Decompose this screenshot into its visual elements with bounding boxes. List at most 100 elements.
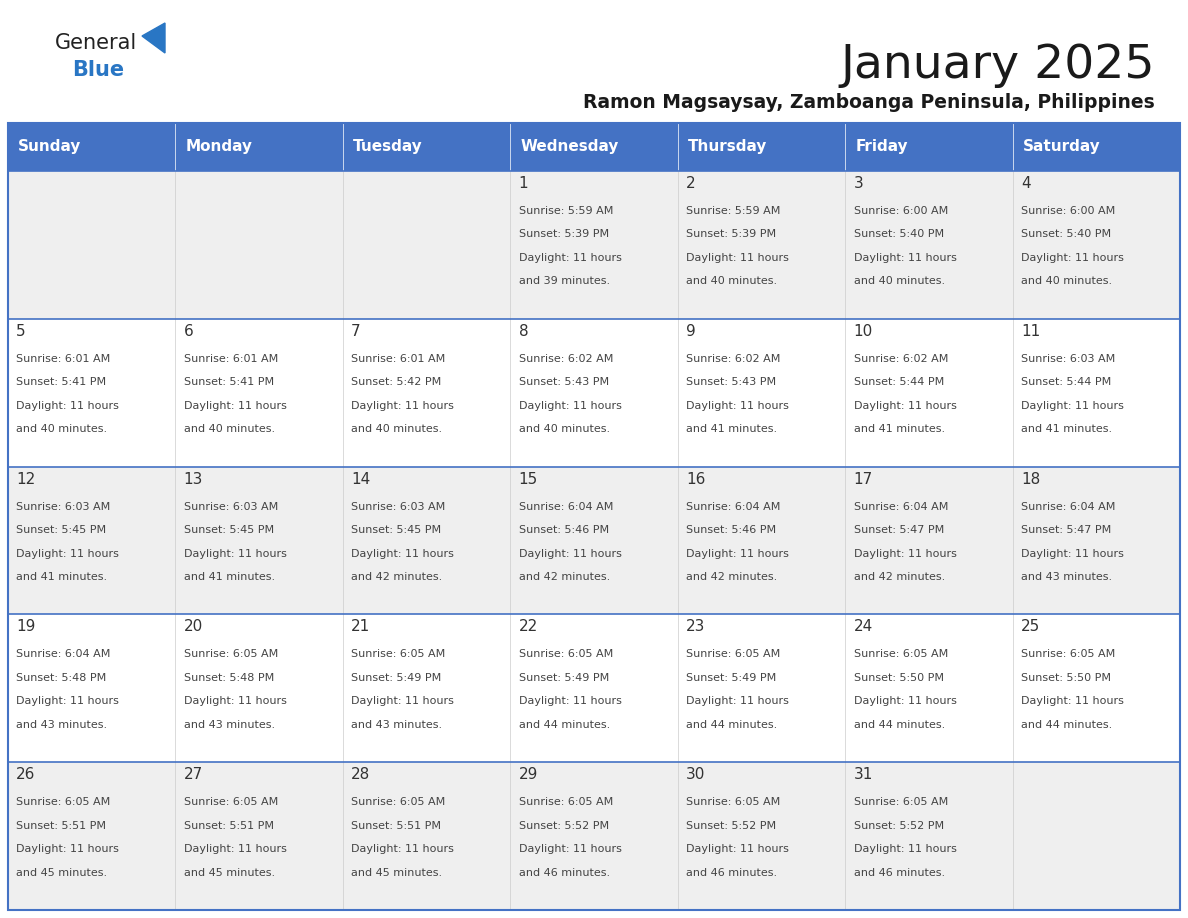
Text: Sunrise: 6:01 AM: Sunrise: 6:01 AM	[184, 353, 278, 364]
Text: Daylight: 11 hours: Daylight: 11 hours	[853, 253, 956, 263]
Text: Sunrise: 6:00 AM: Sunrise: 6:00 AM	[853, 206, 948, 216]
Text: Daylight: 11 hours: Daylight: 11 hours	[519, 697, 621, 706]
Text: Daylight: 11 hours: Daylight: 11 hours	[853, 845, 956, 855]
Text: and 41 minutes.: and 41 minutes.	[1020, 424, 1112, 434]
Text: 8: 8	[519, 324, 529, 339]
Text: 10: 10	[853, 324, 873, 339]
Text: Sunset: 5:44 PM: Sunset: 5:44 PM	[853, 377, 943, 387]
Text: Daylight: 11 hours: Daylight: 11 hours	[184, 401, 286, 410]
Text: 23: 23	[687, 620, 706, 634]
Text: January 2025: January 2025	[840, 43, 1155, 88]
Text: 25: 25	[1020, 620, 1041, 634]
Text: 14: 14	[352, 472, 371, 487]
Text: Sunset: 5:45 PM: Sunset: 5:45 PM	[352, 525, 442, 535]
Text: Sunset: 5:39 PM: Sunset: 5:39 PM	[519, 230, 608, 240]
Text: and 41 minutes.: and 41 minutes.	[687, 424, 777, 434]
Text: and 44 minutes.: and 44 minutes.	[519, 720, 609, 730]
Text: Tuesday: Tuesday	[353, 140, 423, 154]
Text: and 42 minutes.: and 42 minutes.	[687, 572, 777, 582]
Text: 16: 16	[687, 472, 706, 487]
Text: 24: 24	[853, 620, 873, 634]
Text: Sunrise: 6:03 AM: Sunrise: 6:03 AM	[184, 501, 278, 511]
Text: Daylight: 11 hours: Daylight: 11 hours	[352, 549, 454, 558]
Bar	[8, 614, 1180, 762]
Text: Daylight: 11 hours: Daylight: 11 hours	[352, 401, 454, 410]
Text: and 40 minutes.: and 40 minutes.	[1020, 276, 1112, 286]
Text: and 40 minutes.: and 40 minutes.	[17, 424, 107, 434]
Text: Daylight: 11 hours: Daylight: 11 hours	[853, 697, 956, 706]
Text: Sunrise: 6:02 AM: Sunrise: 6:02 AM	[519, 353, 613, 364]
Text: Sunrise: 6:05 AM: Sunrise: 6:05 AM	[519, 797, 613, 807]
Text: Daylight: 11 hours: Daylight: 11 hours	[184, 845, 286, 855]
Text: Sunset: 5:47 PM: Sunset: 5:47 PM	[853, 525, 943, 535]
Text: Sunset: 5:41 PM: Sunset: 5:41 PM	[17, 377, 107, 387]
Text: Sunset: 5:46 PM: Sunset: 5:46 PM	[687, 525, 776, 535]
Text: Sunset: 5:40 PM: Sunset: 5:40 PM	[1020, 230, 1111, 240]
Text: Sunrise: 6:04 AM: Sunrise: 6:04 AM	[687, 501, 781, 511]
Text: Sunset: 5:48 PM: Sunset: 5:48 PM	[17, 673, 107, 683]
Text: Sunset: 5:39 PM: Sunset: 5:39 PM	[687, 230, 776, 240]
Text: and 41 minutes.: and 41 minutes.	[17, 572, 107, 582]
Text: and 46 minutes.: and 46 minutes.	[519, 868, 609, 878]
Text: and 44 minutes.: and 44 minutes.	[1020, 720, 1112, 730]
Text: and 42 minutes.: and 42 minutes.	[519, 572, 609, 582]
Text: Monday: Monday	[185, 140, 253, 154]
Text: Sunrise: 5:59 AM: Sunrise: 5:59 AM	[519, 206, 613, 216]
Text: Sunset: 5:52 PM: Sunset: 5:52 PM	[853, 821, 943, 831]
Text: Sunrise: 6:02 AM: Sunrise: 6:02 AM	[853, 353, 948, 364]
Text: Sunset: 5:45 PM: Sunset: 5:45 PM	[184, 525, 274, 535]
Text: Sunrise: 6:05 AM: Sunrise: 6:05 AM	[687, 797, 781, 807]
Text: and 41 minutes.: and 41 minutes.	[853, 424, 944, 434]
Text: 19: 19	[17, 620, 36, 634]
Text: and 45 minutes.: and 45 minutes.	[17, 868, 107, 878]
Text: Ramon Magsaysay, Zamboanga Peninsula, Philippines: Ramon Magsaysay, Zamboanga Peninsula, Ph…	[583, 93, 1155, 112]
Text: 15: 15	[519, 472, 538, 487]
Text: Daylight: 11 hours: Daylight: 11 hours	[17, 697, 119, 706]
Text: and 40 minutes.: and 40 minutes.	[519, 424, 609, 434]
Text: Sunrise: 6:05 AM: Sunrise: 6:05 AM	[17, 797, 110, 807]
Text: Daylight: 11 hours: Daylight: 11 hours	[687, 549, 789, 558]
Text: Daylight: 11 hours: Daylight: 11 hours	[519, 549, 621, 558]
Text: Sunset: 5:48 PM: Sunset: 5:48 PM	[184, 673, 274, 683]
Text: Sunset: 5:49 PM: Sunset: 5:49 PM	[687, 673, 776, 683]
Text: and 41 minutes.: and 41 minutes.	[184, 572, 274, 582]
Text: 27: 27	[184, 767, 203, 782]
Text: and 40 minutes.: and 40 minutes.	[687, 276, 777, 286]
Text: Daylight: 11 hours: Daylight: 11 hours	[687, 845, 789, 855]
Text: and 43 minutes.: and 43 minutes.	[352, 720, 442, 730]
Text: Sunrise: 6:03 AM: Sunrise: 6:03 AM	[1020, 353, 1116, 364]
Bar	[8, 466, 1180, 614]
Bar	[8, 123, 1180, 171]
Text: Daylight: 11 hours: Daylight: 11 hours	[184, 697, 286, 706]
Text: 12: 12	[17, 472, 36, 487]
Text: 21: 21	[352, 620, 371, 634]
Text: Sunset: 5:51 PM: Sunset: 5:51 PM	[352, 821, 441, 831]
Text: 29: 29	[519, 767, 538, 782]
Text: Sunrise: 6:01 AM: Sunrise: 6:01 AM	[17, 353, 110, 364]
Text: Sunrise: 5:59 AM: Sunrise: 5:59 AM	[687, 206, 781, 216]
Text: Sunset: 5:50 PM: Sunset: 5:50 PM	[853, 673, 943, 683]
Text: General: General	[55, 33, 138, 53]
Text: Sunset: 5:40 PM: Sunset: 5:40 PM	[853, 230, 943, 240]
Text: Sunrise: 6:04 AM: Sunrise: 6:04 AM	[17, 649, 110, 659]
Text: Sunset: 5:43 PM: Sunset: 5:43 PM	[519, 377, 608, 387]
Text: 17: 17	[853, 472, 873, 487]
Text: Daylight: 11 hours: Daylight: 11 hours	[519, 845, 621, 855]
Text: Sunrise: 6:05 AM: Sunrise: 6:05 AM	[853, 797, 948, 807]
Text: and 44 minutes.: and 44 minutes.	[687, 720, 777, 730]
Text: 5: 5	[17, 324, 26, 339]
Text: Blue: Blue	[72, 60, 124, 80]
Text: Sunset: 5:51 PM: Sunset: 5:51 PM	[17, 821, 107, 831]
Text: Daylight: 11 hours: Daylight: 11 hours	[687, 401, 789, 410]
Text: Daylight: 11 hours: Daylight: 11 hours	[17, 845, 119, 855]
Text: Sunrise: 6:05 AM: Sunrise: 6:05 AM	[1020, 649, 1116, 659]
Text: 22: 22	[519, 620, 538, 634]
Text: Sunday: Sunday	[18, 140, 82, 154]
Text: Daylight: 11 hours: Daylight: 11 hours	[352, 697, 454, 706]
Text: Sunrise: 6:05 AM: Sunrise: 6:05 AM	[352, 649, 446, 659]
Text: Sunset: 5:42 PM: Sunset: 5:42 PM	[352, 377, 442, 387]
Text: Daylight: 11 hours: Daylight: 11 hours	[1020, 697, 1124, 706]
Text: Sunrise: 6:05 AM: Sunrise: 6:05 AM	[853, 649, 948, 659]
Text: Daylight: 11 hours: Daylight: 11 hours	[853, 549, 956, 558]
Text: 2: 2	[687, 176, 696, 191]
